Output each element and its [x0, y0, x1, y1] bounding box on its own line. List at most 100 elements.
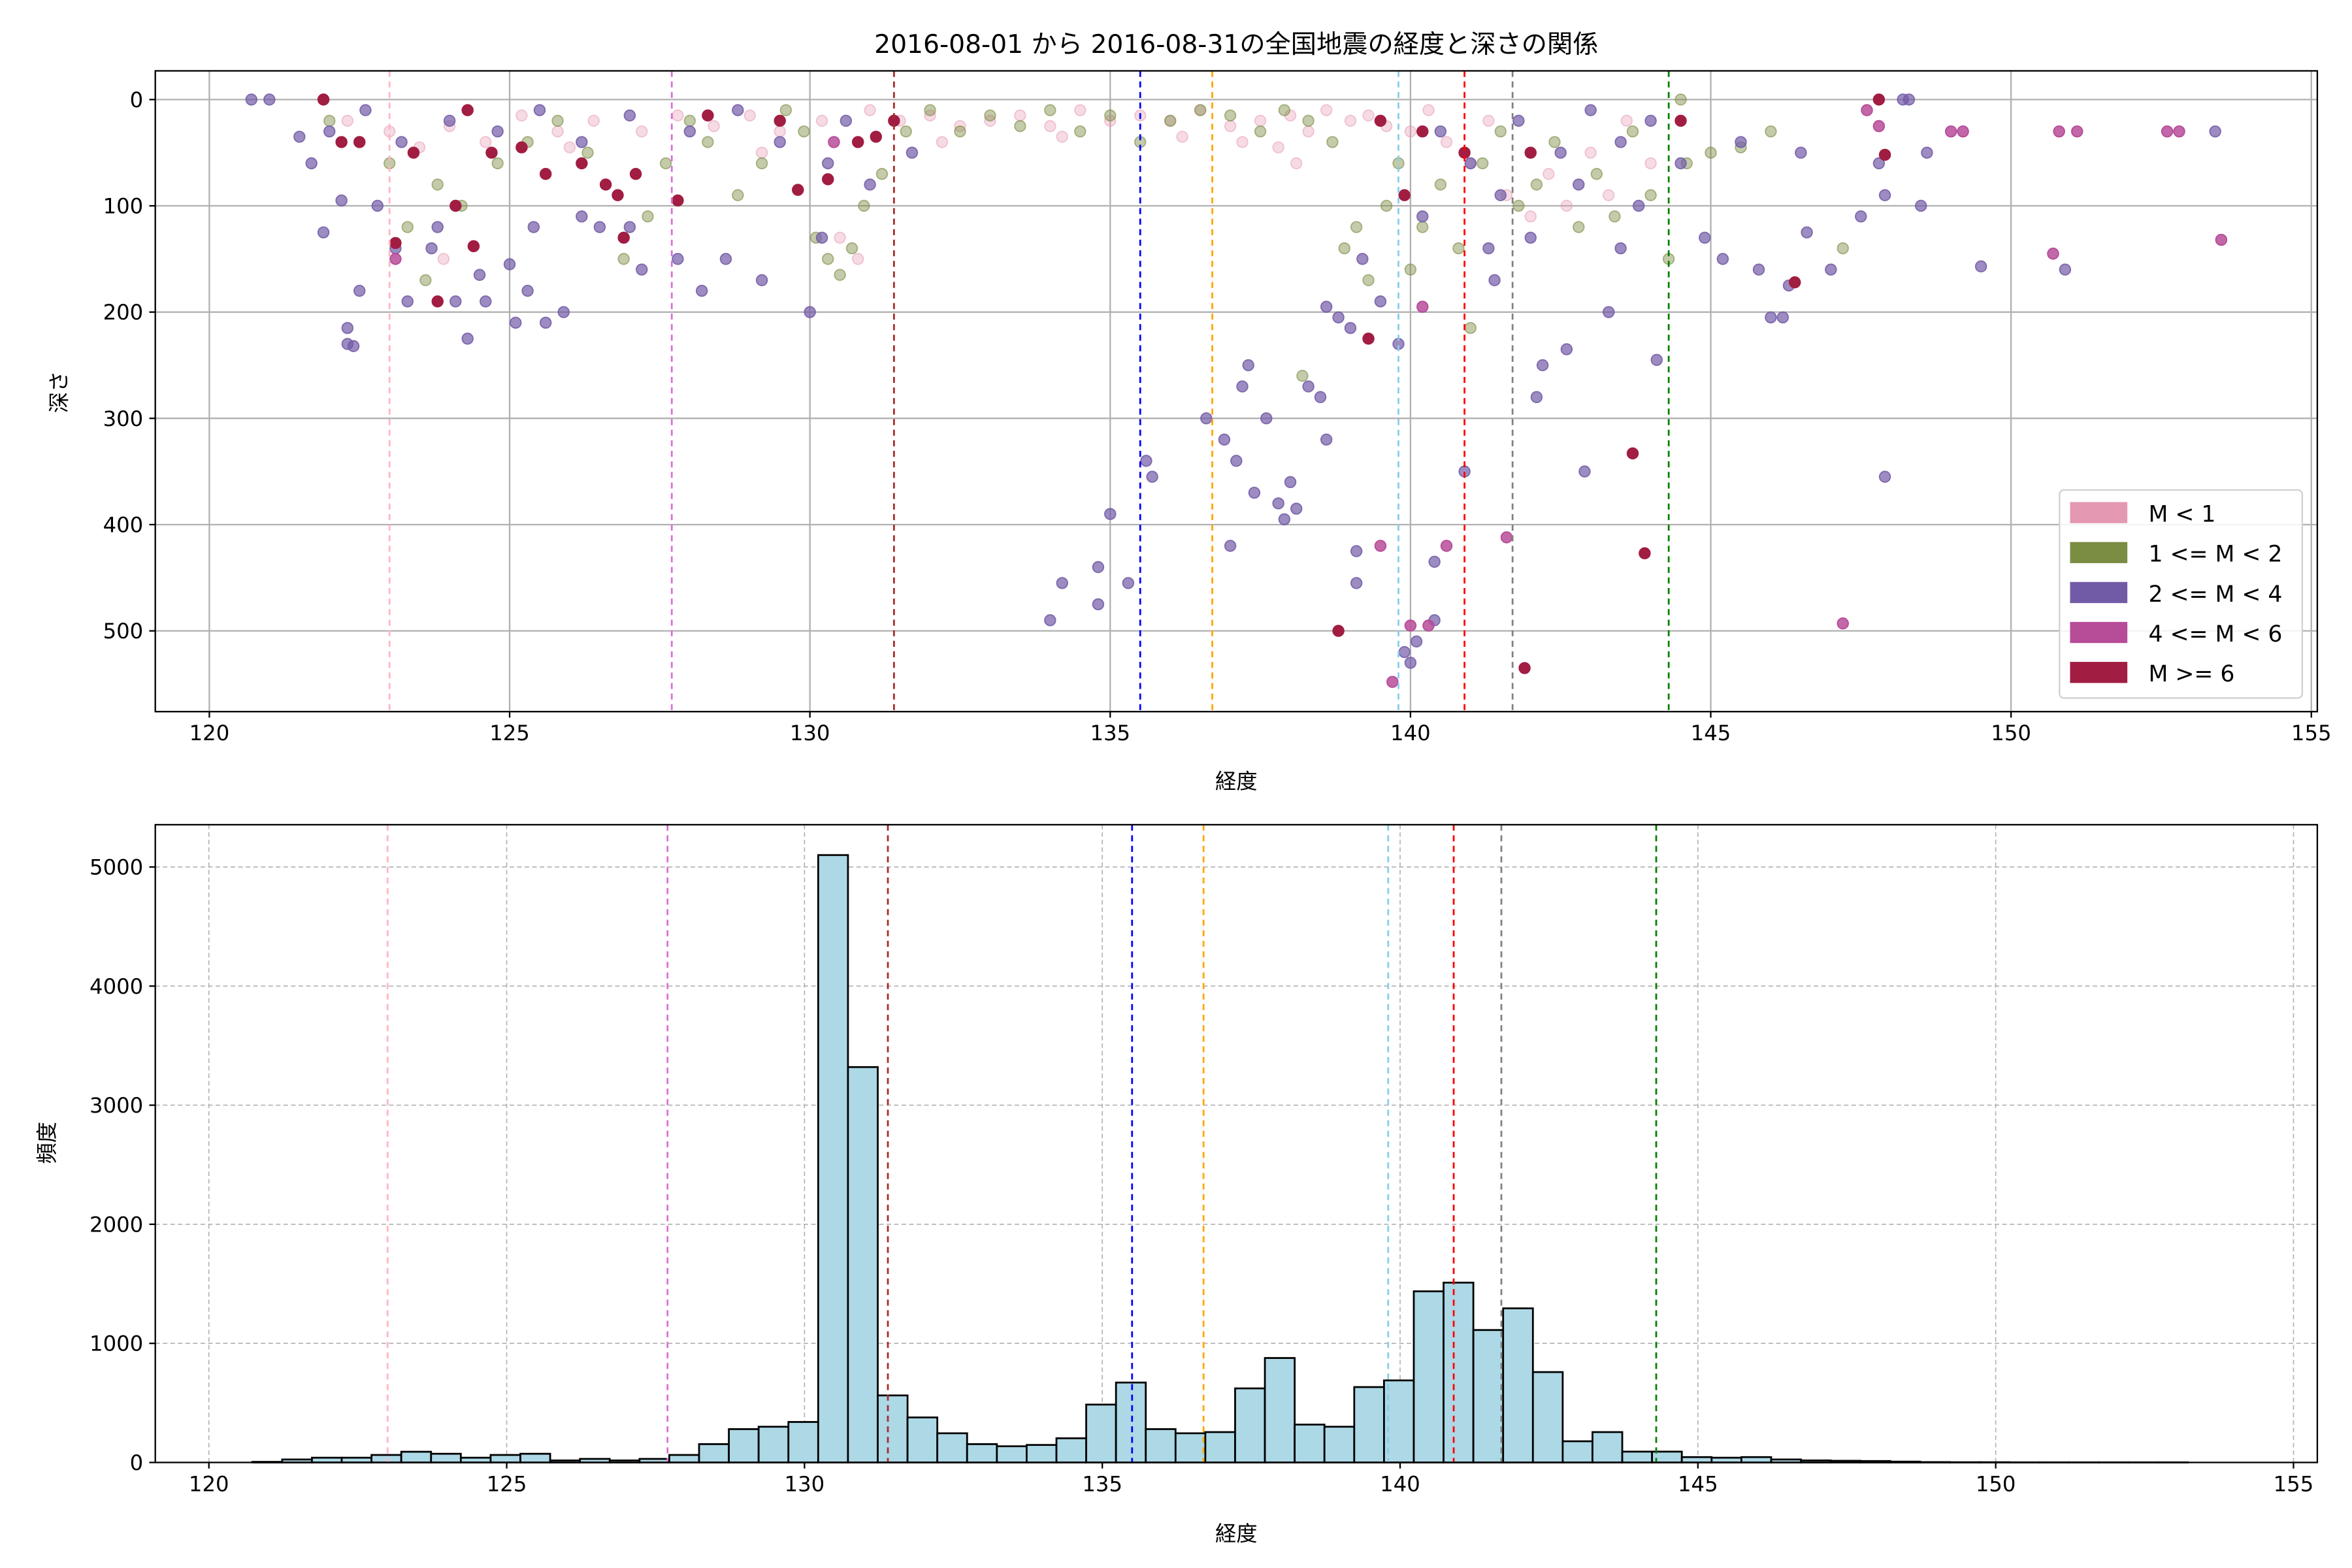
- scatter-point: [732, 104, 744, 116]
- scatter-point: [1578, 465, 1591, 478]
- scatter-point: [1284, 476, 1297, 489]
- y-tick-label: 0: [130, 88, 144, 112]
- legend-swatch: [2070, 542, 2128, 563]
- scatter-point: [672, 109, 684, 122]
- scatter-point: [515, 141, 528, 154]
- scatter-point: [1374, 540, 1387, 552]
- scatter-point: [2059, 263, 2072, 276]
- scatter-point: [1440, 136, 1453, 148]
- scatter-point: [719, 253, 732, 265]
- y-tick-label: 2000: [90, 1212, 143, 1237]
- scatter-point: [1573, 221, 1585, 233]
- scatter-point: [1788, 276, 1801, 289]
- histogram-bar: [1502, 1307, 1534, 1463]
- scatter-point: [702, 136, 714, 148]
- scatter-point: [774, 125, 786, 138]
- scatter-point: [1416, 125, 1429, 138]
- scatter-point: [1494, 125, 1507, 138]
- histogram-bar: [1413, 1290, 1445, 1463]
- histogram-bar: [1531, 1371, 1564, 1463]
- histogram-bar: [1026, 1444, 1058, 1463]
- histogram-bar: [1234, 1387, 1266, 1463]
- scatter-point: [527, 221, 540, 233]
- scatter-point: [1230, 455, 1243, 467]
- scatter-point: [557, 306, 570, 318]
- x-tick-label: 120: [189, 721, 230, 745]
- x-tick-label: 150: [1991, 721, 2031, 745]
- x-tick-label: 140: [1390, 721, 1431, 745]
- scatter-xlabel: 経度: [1215, 769, 1258, 794]
- scatter-point: [1260, 412, 1273, 425]
- scatter-point: [1302, 125, 1315, 138]
- histogram-bar: [936, 1432, 968, 1463]
- scatter-point: [551, 125, 564, 138]
- scatter-point: [1092, 561, 1105, 574]
- scatter-point: [755, 146, 768, 159]
- scatter-point: [1350, 545, 1363, 557]
- scatter-point: [389, 237, 402, 250]
- x-tick-label: 125: [489, 721, 530, 745]
- scatter-point: [792, 184, 804, 196]
- scatter-point: [1302, 380, 1315, 393]
- scatter-point: [834, 231, 846, 244]
- scatter-point: [924, 104, 936, 116]
- scatter-point: [1014, 120, 1026, 133]
- scatter-point: [1320, 301, 1333, 313]
- scatter-point: [1428, 555, 1441, 568]
- scatter-point: [1416, 210, 1429, 223]
- y-tick-label: 1000: [90, 1331, 143, 1356]
- scatter-point: [1861, 104, 1873, 116]
- scatter-point: [431, 295, 444, 308]
- scatter-point: [1422, 619, 1435, 632]
- scatter-point: [612, 189, 624, 201]
- scatter-point: [695, 284, 708, 297]
- histogram-bar: [1353, 1386, 1385, 1463]
- scatter-point: [1915, 199, 1927, 212]
- scatter-point: [1765, 125, 1777, 138]
- scatter-point: [779, 104, 792, 116]
- scatter-point: [473, 269, 486, 281]
- scatter-point: [636, 263, 648, 276]
- scatter-point: [539, 316, 552, 329]
- scatter-point: [834, 269, 846, 281]
- scatter-point: [1735, 136, 1747, 148]
- scatter-point: [341, 114, 354, 127]
- plot-frame: [154, 824, 2319, 1463]
- scatter-point: [1560, 199, 1573, 212]
- scatter-point: [755, 274, 768, 287]
- legend-label: 2 <= M < 4: [2148, 581, 2282, 608]
- scatter-point: [623, 221, 636, 233]
- scatter-point: [1705, 146, 1717, 159]
- histogram-bar: [1740, 1456, 1772, 1463]
- scatter-point: [822, 173, 834, 186]
- scatter-point: [1200, 412, 1213, 425]
- scatter-point: [587, 114, 600, 127]
- scatter-point: [1056, 577, 1068, 589]
- scatter-point: [599, 178, 612, 191]
- scatter-point: [1278, 104, 1291, 116]
- scatter-point: [1404, 619, 1417, 632]
- scatter-point: [539, 167, 552, 180]
- scatter-point: [1176, 131, 1188, 143]
- scatter-point: [822, 253, 834, 265]
- scatter-point: [467, 240, 480, 253]
- scatter-point: [1518, 662, 1531, 674]
- scatter-point: [1338, 242, 1351, 255]
- scatter-point: [1494, 189, 1507, 201]
- histogram-bar: [1145, 1428, 1177, 1463]
- scatter-point: [1350, 221, 1363, 233]
- x-tick-label: 135: [1090, 721, 1130, 745]
- scatter-point: [437, 253, 450, 265]
- scatter-point: [1344, 114, 1357, 127]
- histogram-bar: [1294, 1424, 1326, 1463]
- scatter-point: [708, 120, 720, 133]
- y-tick-label: 0: [130, 1450, 144, 1475]
- scatter-point: [851, 136, 864, 148]
- scatter-point: [1590, 167, 1603, 180]
- scatter-point: [293, 131, 306, 143]
- scatter-point: [1872, 157, 1886, 170]
- scatter-point: [1104, 109, 1117, 122]
- histogram-bar: [400, 1450, 433, 1463]
- scatter-point: [1650, 353, 1663, 367]
- scatter-point: [798, 125, 810, 138]
